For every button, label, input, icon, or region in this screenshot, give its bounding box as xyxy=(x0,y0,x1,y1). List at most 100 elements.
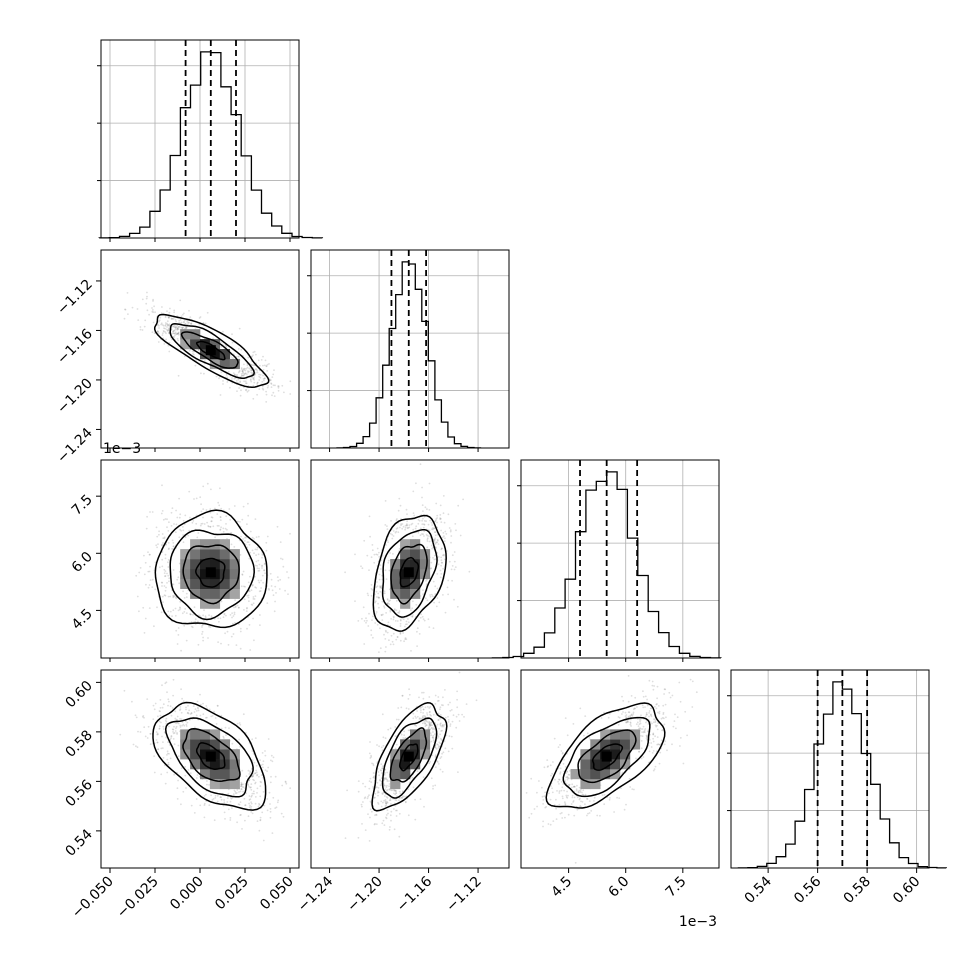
sample-point xyxy=(645,712,648,714)
sample-point xyxy=(558,778,561,781)
sample-point xyxy=(436,723,439,726)
sample-point xyxy=(421,486,423,489)
sample-point xyxy=(641,735,644,738)
sample-point xyxy=(396,527,399,529)
sample-point xyxy=(400,524,402,527)
sample-point xyxy=(161,565,164,568)
sample-point xyxy=(176,327,179,330)
sample-point xyxy=(579,707,582,710)
density-cell xyxy=(400,559,411,570)
sample-point xyxy=(269,810,272,813)
sample-point xyxy=(261,565,263,568)
sample-point xyxy=(364,829,367,831)
sample-point xyxy=(152,704,155,707)
sample-point xyxy=(384,801,387,804)
sample-point xyxy=(223,612,226,615)
density-cell xyxy=(400,539,411,550)
sample-point xyxy=(369,808,372,811)
sample-point xyxy=(234,599,237,601)
sample-point xyxy=(622,700,625,702)
sample-point xyxy=(417,518,420,521)
sample-point xyxy=(536,791,538,794)
sample-point xyxy=(160,544,163,546)
density-cell xyxy=(410,568,421,580)
sample-point xyxy=(439,733,441,736)
sample-point xyxy=(162,725,165,728)
y-tick-label: 0.60 xyxy=(62,678,95,711)
sample-point xyxy=(434,703,437,705)
sample-point xyxy=(407,729,410,732)
density-cell xyxy=(580,759,591,770)
sample-point xyxy=(640,734,642,737)
sample-point xyxy=(154,561,157,564)
sample-point xyxy=(440,529,442,532)
sample-point xyxy=(177,634,180,636)
sample-point xyxy=(250,369,253,372)
sample-point xyxy=(364,785,367,788)
sample-point xyxy=(166,518,168,521)
sample-point xyxy=(239,521,241,523)
sample-point xyxy=(366,554,369,557)
sample-point xyxy=(439,722,442,725)
sample-point xyxy=(164,557,167,560)
sample-point xyxy=(187,711,189,714)
sample-point xyxy=(175,326,178,328)
panel-hist-3 xyxy=(727,669,947,869)
sample-point xyxy=(451,720,454,723)
sample-point xyxy=(241,769,244,772)
sample-point xyxy=(233,546,236,548)
sample-point xyxy=(132,743,135,746)
sample-point xyxy=(250,805,253,808)
sample-point xyxy=(395,718,398,721)
sample-point xyxy=(243,598,246,601)
density-cell xyxy=(400,759,411,770)
sample-point xyxy=(243,373,246,376)
sample-point xyxy=(645,721,647,724)
sample-point xyxy=(190,804,193,807)
sample-point xyxy=(405,508,408,511)
x-tick-label: 7.5 xyxy=(663,874,690,901)
sample-point xyxy=(161,706,164,709)
sample-point xyxy=(245,367,248,370)
density-cell xyxy=(390,769,401,780)
sample-point xyxy=(390,819,392,822)
sample-point xyxy=(250,369,253,371)
sample-point xyxy=(166,582,168,584)
sample-point xyxy=(216,704,219,707)
sample-point xyxy=(258,803,261,806)
sample-point xyxy=(425,719,427,721)
sample-point xyxy=(178,319,181,322)
sample-point xyxy=(252,775,255,778)
sample-point xyxy=(389,609,392,612)
sample-point xyxy=(197,349,200,351)
sample-point xyxy=(646,738,648,741)
sample-point xyxy=(277,579,280,582)
sample-point xyxy=(691,680,694,683)
sample-point xyxy=(373,823,376,826)
sample-point xyxy=(369,777,372,780)
density-cell xyxy=(590,778,601,790)
sample-point xyxy=(652,740,655,743)
sample-point xyxy=(271,376,274,378)
sample-point xyxy=(421,615,424,618)
sample-point xyxy=(400,797,402,799)
sample-point xyxy=(240,788,243,790)
sample-point xyxy=(673,720,676,722)
sample-point xyxy=(573,814,576,817)
density-cell xyxy=(410,749,421,760)
sample-point xyxy=(185,326,188,329)
sample-point xyxy=(432,528,434,531)
sample-point xyxy=(163,327,165,330)
sample-point xyxy=(384,805,387,807)
density-cell xyxy=(219,769,230,780)
sample-point xyxy=(177,576,180,579)
density-cell xyxy=(410,729,421,740)
sample-point xyxy=(154,702,157,705)
sample-point xyxy=(403,734,406,737)
sample-point xyxy=(142,606,145,609)
density-cell xyxy=(229,588,240,599)
sample-point xyxy=(581,801,584,803)
sample-point xyxy=(579,804,582,807)
sample-point xyxy=(449,530,452,533)
sample-point xyxy=(621,695,623,698)
